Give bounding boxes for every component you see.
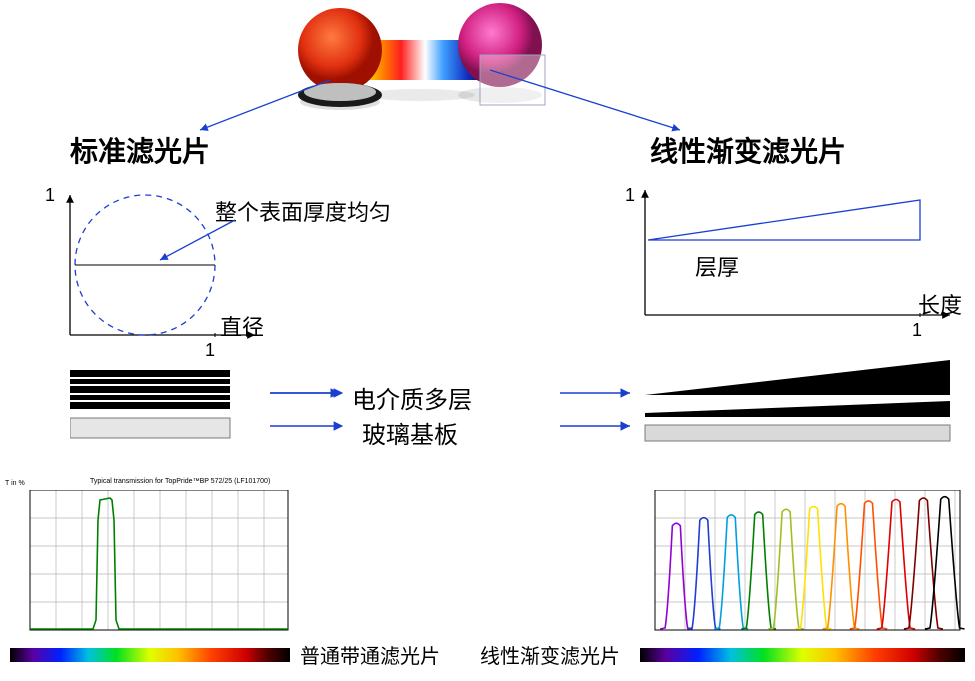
right-title: 线性渐变滤光片 [650,130,846,170]
left-chart-ylabel: T in % [5,480,25,487]
callout-arrow-left [190,70,350,150]
left-cross-section [70,370,240,450]
left-transmission-chart [10,490,290,645]
bottom-left-caption: 普通带通滤光片 [300,640,440,669]
right-plot-xlabel: 长度 [918,288,962,320]
left-title: 标准滤光片 [70,130,210,170]
left-plot-xlabel: 直径 [220,310,264,342]
bottom-right-caption: 线性渐变滤光片 [480,640,620,669]
right-plot-x1: 1 [912,320,922,341]
right-plot-y1: 1 [625,185,635,206]
left-spectrum-bar [10,648,290,662]
left-chart-title: Typical transmission for TopPride™BP 572… [90,478,270,485]
middle-arrows [260,378,650,438]
left-plot-annotation-arrow [150,215,250,275]
left-plot-y1: 1 [45,185,55,206]
right-plot-annotation: 层厚 [695,250,739,282]
left-plot-x1: 1 [205,340,215,361]
right-plot [620,185,960,345]
right-transmission-chart [640,490,965,645]
right-cross-section [640,355,960,455]
right-spectrum-bar [640,648,965,662]
